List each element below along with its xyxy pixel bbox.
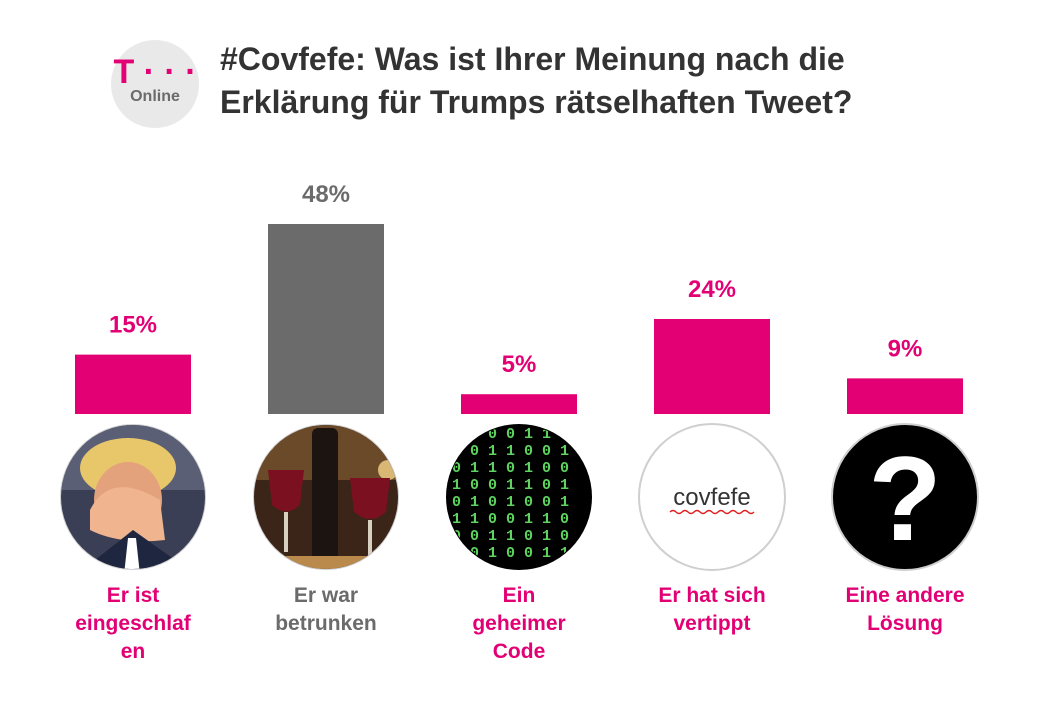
category-label-line: Er hat sich xyxy=(658,584,766,607)
bar-3 xyxy=(461,394,577,414)
binary-code-icon: 0 1 0 0 1 1 01 0 1 1 0 0 10 1 1 0 1 0 01… xyxy=(446,424,592,570)
category-label-line: Ein xyxy=(502,584,536,607)
binary-row: 0 1 0 0 1 1 0 xyxy=(452,426,569,443)
bar-1 xyxy=(75,354,191,414)
value-label-3: 5% xyxy=(502,351,537,378)
binary-row: 0 0 1 1 0 1 0 xyxy=(452,528,569,545)
category-label-4: Er hat sich vertippt xyxy=(632,582,792,638)
category-label-line: Er ist xyxy=(106,584,160,607)
category-label-line: Lösung xyxy=(867,612,943,635)
svg-text:?: ? xyxy=(868,432,941,566)
category-label-line: geheimer xyxy=(472,612,566,635)
wine-glasses-icon xyxy=(253,424,399,570)
category-label-2: Er war betrunken xyxy=(246,582,406,638)
sleeping-trump-icon xyxy=(60,424,206,570)
binary-row: 0 1 1 0 1 0 0 xyxy=(452,460,569,477)
binary-row: 1 0 0 1 1 0 1 xyxy=(452,477,569,494)
covfefe-text-icon: covfefe xyxy=(638,423,786,571)
binary-row: 1 0 1 1 0 0 1 xyxy=(452,443,569,460)
svg-text:covfefe: covfefe xyxy=(673,484,750,511)
category-label-5: Eine andere Lösung xyxy=(825,582,985,638)
category-label-line: vertippt xyxy=(673,612,751,635)
category-label-1: Er ist eingeschlaf en xyxy=(53,582,213,666)
category-label-line: en xyxy=(120,640,146,663)
chart-title: #Covfefe: Was ist Ihrer Meinung nach die… xyxy=(220,41,853,120)
question-mark-icon: ? xyxy=(831,423,979,571)
binary-row: 1 1 0 0 1 1 0 xyxy=(452,511,569,528)
t-mark-icon: T · · · xyxy=(111,53,199,92)
category-label-line: betrunken xyxy=(275,612,377,635)
category-label-line: Er war xyxy=(293,584,359,607)
logo-text: Online xyxy=(130,88,180,105)
bar-2 xyxy=(268,224,384,414)
value-label-4: 24% xyxy=(688,276,736,303)
binary-row: 0 1 0 1 0 0 1 xyxy=(452,494,569,511)
t-mark: T · · · xyxy=(113,53,197,91)
bar-4 xyxy=(654,319,770,414)
value-label-1: 15% xyxy=(109,312,157,339)
value-label-5: 9% xyxy=(888,335,923,362)
value-label-2: 48% xyxy=(302,181,350,208)
binary-row: 1 0 1 0 0 1 1 xyxy=(452,545,569,562)
t-online-logo: T · · · Online xyxy=(111,40,199,128)
bar-5 xyxy=(847,378,963,414)
category-label-line: eingeschlaf xyxy=(75,612,191,635)
category-label-3: Ein geheimer Code xyxy=(439,582,599,666)
category-label-line: Code xyxy=(492,640,546,663)
category-label-line: Eine andere xyxy=(845,584,965,607)
